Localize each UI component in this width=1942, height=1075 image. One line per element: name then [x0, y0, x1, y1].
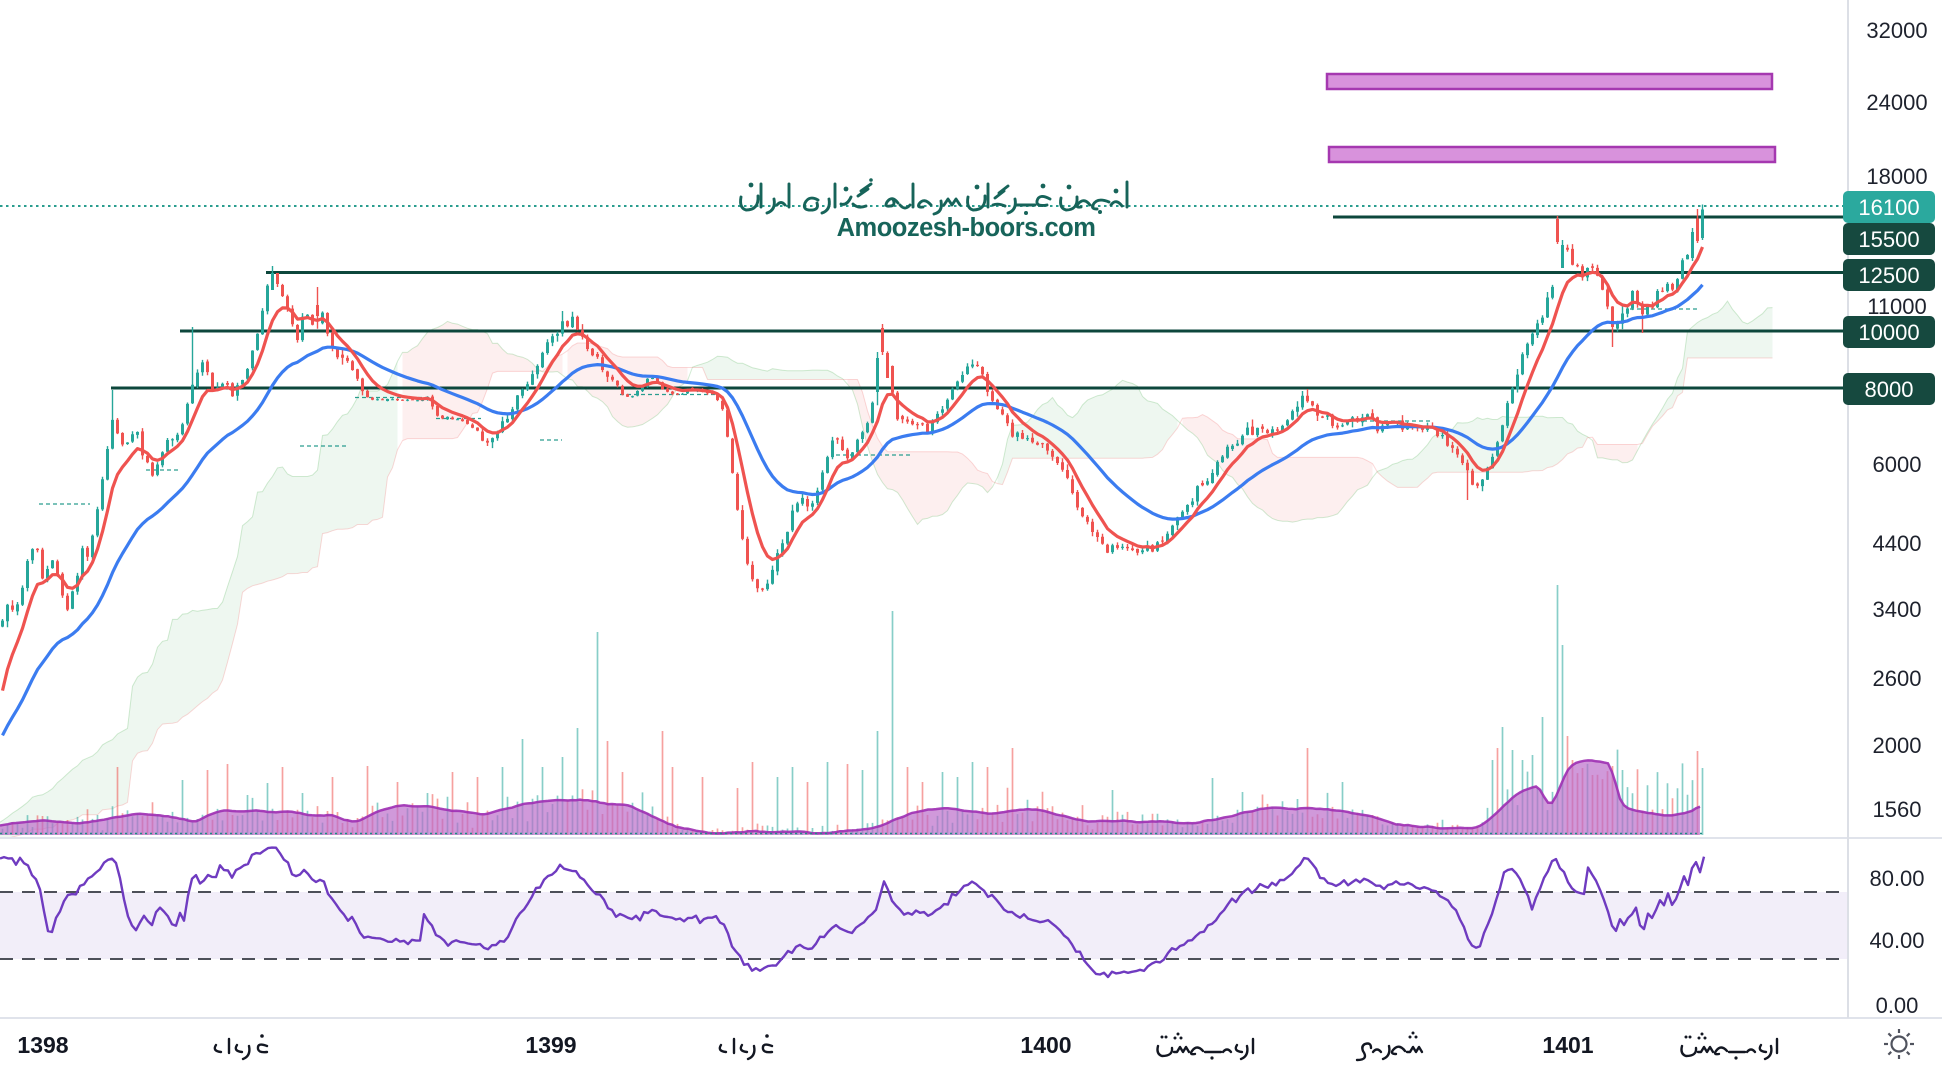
svg-text:10000: 10000 [1858, 320, 1919, 345]
svg-text:32000: 32000 [1866, 18, 1927, 43]
svg-text:1398: 1398 [17, 1032, 68, 1058]
svg-text:1401: 1401 [1542, 1032, 1593, 1058]
svg-text:40.00: 40.00 [1869, 928, 1924, 953]
svg-text:80.00: 80.00 [1869, 866, 1924, 891]
svg-text:1400: 1400 [1020, 1032, 1071, 1058]
svg-text:Amoozesh-boors.com: Amoozesh-boors.com [837, 214, 1096, 242]
svg-text:18000: 18000 [1866, 164, 1927, 189]
svg-text:24000: 24000 [1866, 90, 1927, 115]
svg-text:15500: 15500 [1858, 227, 1919, 252]
svg-text:12500: 12500 [1858, 263, 1919, 288]
svg-text:0.00: 0.00 [1876, 993, 1919, 1018]
svg-text:16100: 16100 [1858, 195, 1919, 220]
svg-text:4400: 4400 [1873, 531, 1922, 556]
svg-text:3400: 3400 [1873, 597, 1922, 622]
svg-text:2600: 2600 [1873, 666, 1922, 691]
svg-text:8000: 8000 [1865, 377, 1914, 402]
svg-text:6000: 6000 [1873, 452, 1922, 477]
svg-text:1560: 1560 [1873, 797, 1922, 822]
svg-text:1399: 1399 [525, 1032, 576, 1058]
svg-text:2000: 2000 [1873, 733, 1922, 758]
svg-text:11000: 11000 [1867, 294, 1927, 319]
